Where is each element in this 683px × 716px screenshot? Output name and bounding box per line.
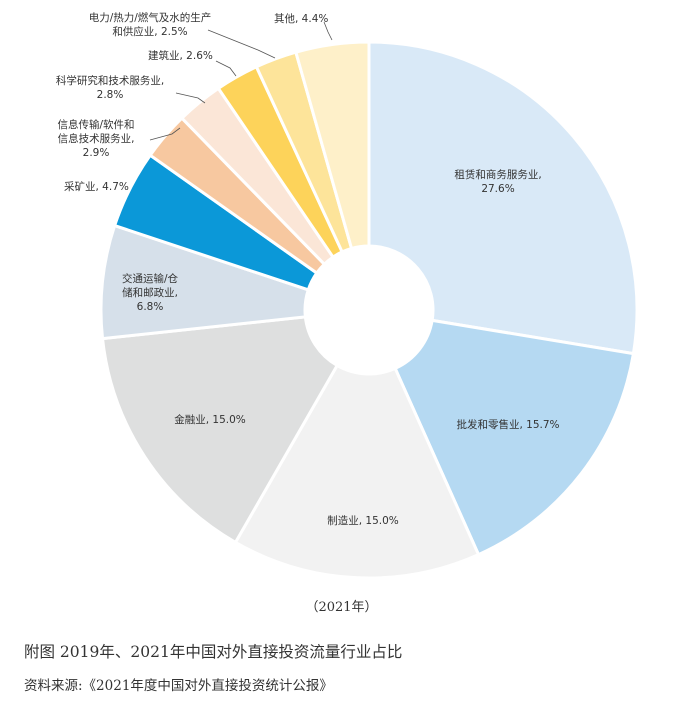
slice-label-2: 制造业, 15.0% (327, 514, 399, 527)
figure-source: 资料来源:《2021年度中国对外直接投资统计公报》 (24, 678, 333, 694)
pie-slice-1 (393, 318, 636, 557)
donut-chart: 租赁和商务服务业, 27.6% 批发和零售业, 15.7% 制造业, 15.0% 金融业… (56, 11, 639, 580)
slice-label-5: 采矿业, 4.7% (64, 180, 129, 193)
slice-label-3: 金融业, 15.0% (174, 413, 246, 426)
leader-line-6 (149, 127, 181, 141)
leader-line-7 (175, 92, 206, 104)
slice-label-9: 电力/热力/燃气及水的生产和供应业, 2.5% (89, 11, 212, 38)
pie-slice-0 (367, 40, 639, 356)
pie-slice-2 (233, 363, 481, 580)
slice-label-8: 建筑业, 2.6% (148, 49, 213, 62)
slice-label-4: 交通运输/仓储和邮政业, 6.8% (122, 272, 179, 313)
slice-label-6: 信息传输/软件和信息技术服务业, 2.9% (57, 118, 134, 159)
figure-caption: 附图 2019年、2021年中国对外直接投资流量行业占比 (24, 643, 403, 661)
slice-label-10: 其他, 4.4% (274, 12, 328, 25)
chart-year-label: （2021年） (305, 600, 378, 615)
slice-label-7: 科学研究和技术服务业, 2.8% (56, 74, 164, 101)
pie-slice-10 (293, 40, 371, 251)
pie-slice-3 (100, 315, 340, 545)
leader-line-9 (207, 29, 276, 59)
leader-line-10 (323, 21, 333, 41)
leader-line-8 (215, 60, 237, 77)
slice-label-0: 租赁和商务服务业, 27.6% (454, 168, 541, 195)
slice-label-1: 批发和零售业, 15.7% (456, 418, 559, 431)
